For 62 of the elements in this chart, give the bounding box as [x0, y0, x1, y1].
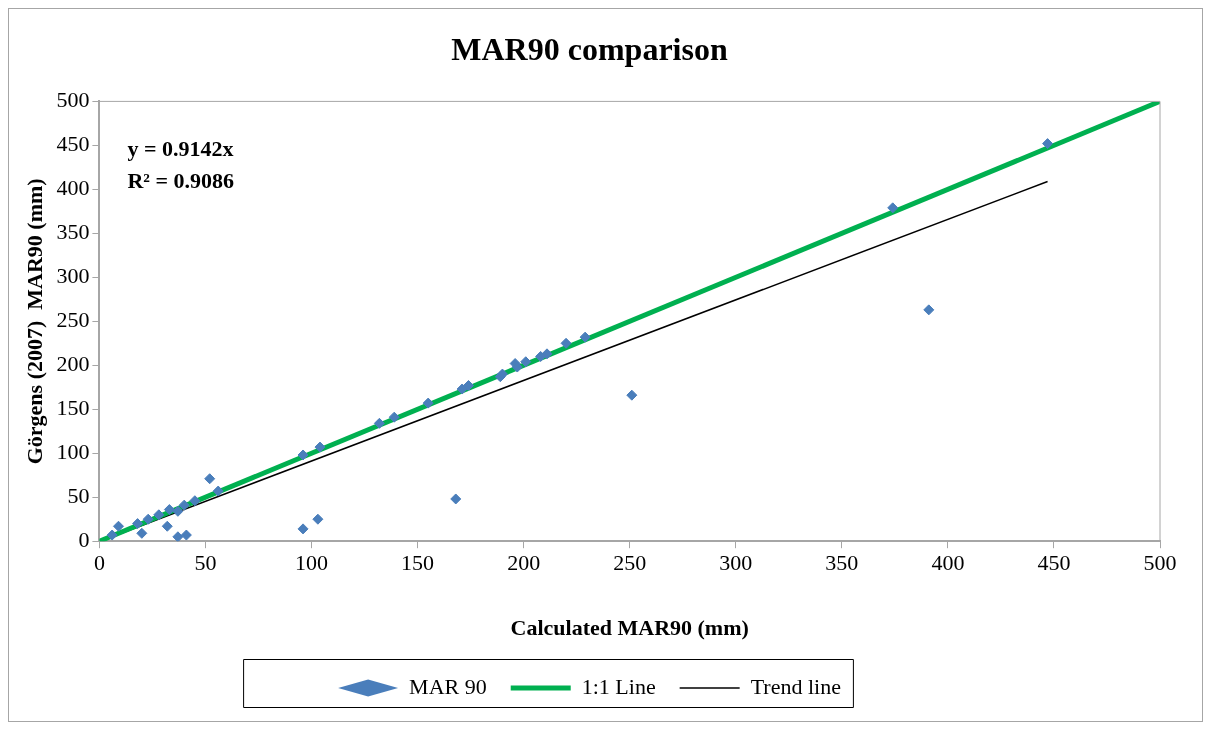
- y-tick-label: 350: [56, 219, 90, 245]
- y-tick-label: 450: [56, 131, 90, 157]
- point: [314, 441, 326, 453]
- point: [312, 513, 324, 525]
- y-tick-label: 50: [67, 483, 90, 508]
- legend-label: MAR 90: [409, 673, 487, 699]
- y-tick-label: 300: [56, 263, 90, 289]
- point: [178, 499, 190, 511]
- y-tick-label: 400: [56, 175, 90, 201]
- y-tick-label: 150: [56, 395, 90, 421]
- point: [189, 495, 201, 507]
- point: [1042, 138, 1054, 150]
- point: [541, 348, 553, 360]
- y-tick-label: 250: [56, 307, 90, 333]
- point: [106, 529, 118, 541]
- point: [212, 485, 224, 497]
- y-axis-title: Görgens (2007) MAR90 (mm): [21, 178, 47, 465]
- point: [136, 527, 148, 539]
- annotation: R² = 0.9086: [127, 168, 234, 194]
- x-tick-label: 400: [931, 550, 965, 576]
- x-tick-label: 50: [194, 550, 217, 576]
- point: [422, 397, 434, 409]
- x-tick-label: 200: [507, 550, 541, 576]
- point: [388, 411, 400, 423]
- point: [204, 473, 216, 485]
- point: [456, 383, 468, 395]
- point: [180, 529, 192, 541]
- point: [142, 513, 154, 525]
- point: [112, 520, 124, 532]
- point: [520, 356, 532, 368]
- point: [297, 449, 309, 461]
- x-tick-label: 150: [401, 550, 435, 576]
- annotation: y = 0.9142x: [127, 136, 234, 162]
- y-tick-label: 100: [56, 439, 90, 465]
- chart-title: MAR90 comparison: [451, 31, 728, 68]
- legend-label: 1:1 Line: [581, 673, 656, 699]
- x-tick-label: 500: [1143, 550, 1177, 576]
- x-axis-title: Calculated MAR90 (mm): [510, 615, 749, 641]
- point: [579, 331, 591, 343]
- point: [132, 518, 144, 530]
- point: [172, 531, 184, 542]
- point: [172, 505, 184, 517]
- point: [297, 523, 309, 535]
- point: [923, 304, 935, 316]
- y-tick-label: 0: [78, 526, 90, 552]
- y-tick-label: 500: [56, 87, 90, 113]
- point: [462, 380, 474, 392]
- y-tick-label: 200: [56, 351, 90, 377]
- point: [887, 202, 899, 214]
- point: [153, 509, 165, 521]
- point: [373, 417, 385, 429]
- legend-label: Trend line: [750, 673, 841, 699]
- x-tick-label: 450: [1037, 550, 1071, 576]
- x-tick-label: 100: [295, 550, 329, 576]
- point: [560, 337, 572, 349]
- x-tick-label: 250: [613, 550, 647, 576]
- x-tick-label: 350: [825, 550, 859, 576]
- point: [161, 520, 173, 532]
- point: [626, 389, 638, 401]
- point: [450, 493, 462, 505]
- x-tick-label: 300: [719, 550, 753, 576]
- point: [163, 504, 175, 516]
